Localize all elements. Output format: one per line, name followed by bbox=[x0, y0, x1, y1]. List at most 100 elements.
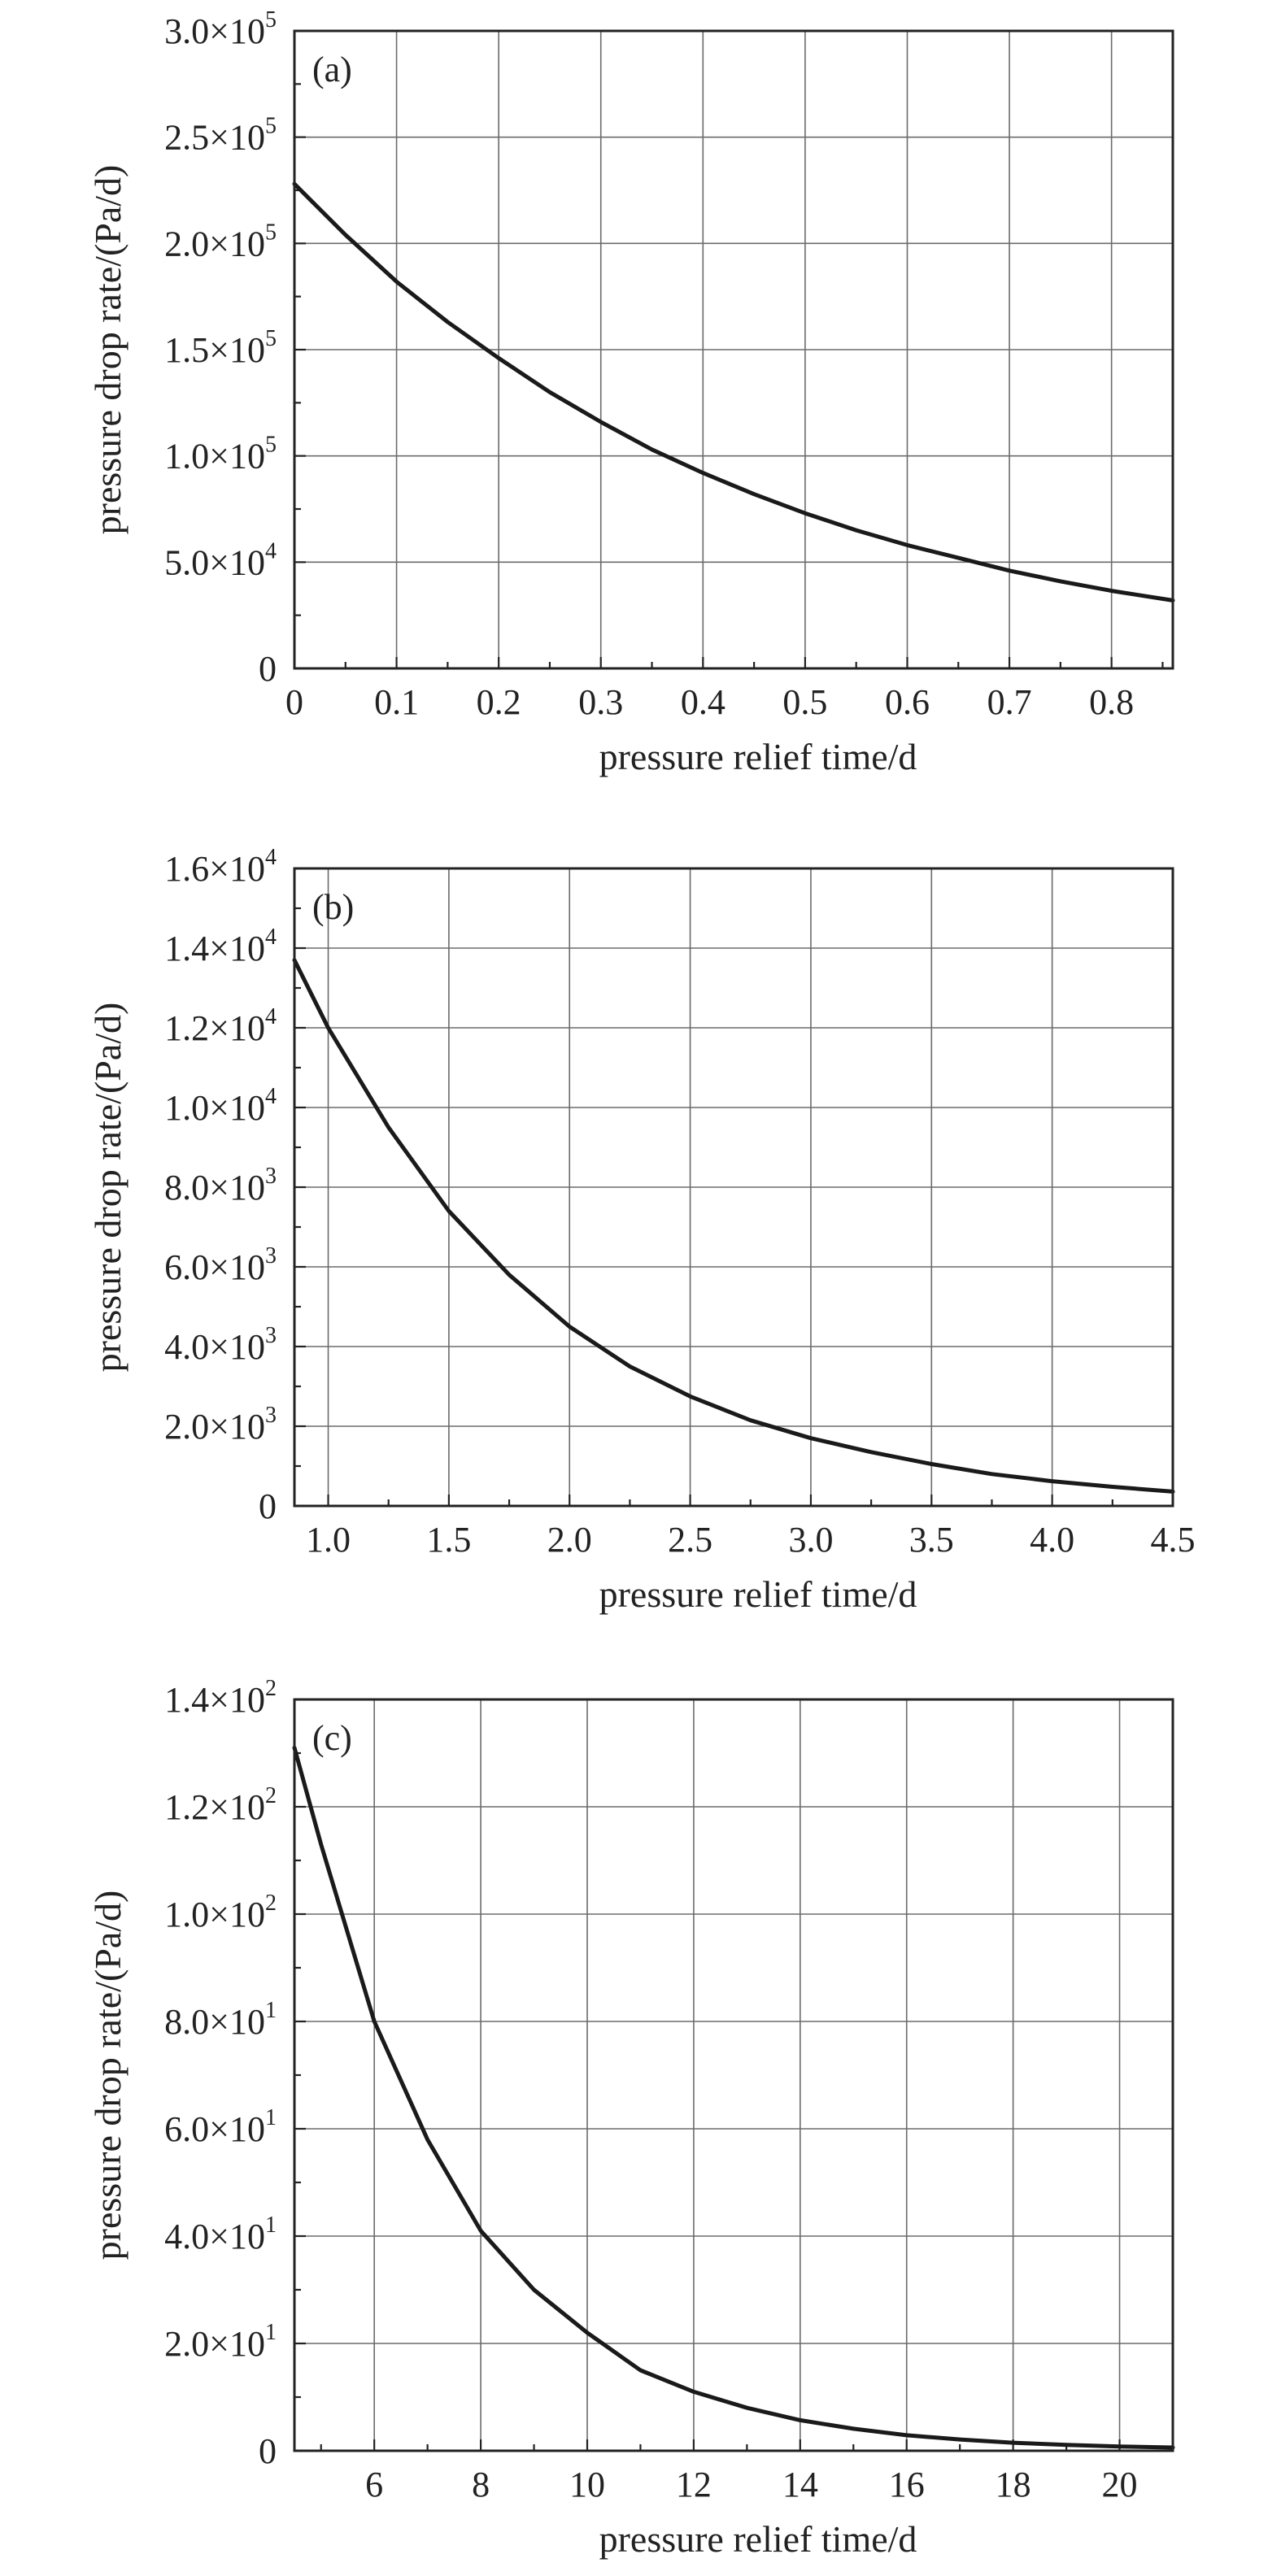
y-tick-mantissa: 1.5×10 bbox=[164, 330, 265, 370]
y-tick-mantissa: 3.0×10 bbox=[164, 11, 265, 51]
y-tick-label: 1.5×105 bbox=[164, 326, 277, 370]
x-tick-label: 4.5 bbox=[1151, 1520, 1196, 1560]
y-tick-label: 0 bbox=[259, 1486, 277, 1526]
x-tick-label: 0.2 bbox=[477, 682, 521, 722]
y-tick-label: 4.0×103 bbox=[164, 1323, 277, 1367]
y-axis-label: pressure drop rate/(Pa/d) bbox=[87, 1003, 129, 1373]
y-tick-exponent: 1 bbox=[265, 2105, 277, 2130]
y-tick-mantissa: 6.0×10 bbox=[164, 1247, 265, 1287]
plot-frame bbox=[293, 1698, 1174, 2452]
y-tick-mantissa: 0 bbox=[259, 2431, 277, 2471]
y-tick-exponent: 5 bbox=[265, 220, 277, 245]
series-line bbox=[292, 1745, 1175, 2450]
x-tick-label: 10 bbox=[569, 2465, 605, 2504]
series-line bbox=[292, 181, 1175, 603]
y-tick-mantissa: 4.0×10 bbox=[164, 1327, 265, 1367]
y-tick-label: 0 bbox=[259, 649, 277, 689]
y-tick-label: 1.2×104 bbox=[164, 1004, 277, 1048]
x-tick-label: 6 bbox=[365, 2465, 383, 2504]
y-tick-mantissa: 1.0×10 bbox=[164, 1895, 265, 1934]
x-tick-label: 3.5 bbox=[909, 1520, 954, 1560]
x-tick-label: 3.0 bbox=[788, 1520, 833, 1560]
x-tick-label: 2.0 bbox=[547, 1520, 592, 1560]
y-tick-label: 1.6×104 bbox=[164, 845, 277, 889]
series-line bbox=[292, 958, 1175, 1494]
x-tick-label: 12 bbox=[676, 2465, 712, 2504]
y-tick-label: 1.0×105 bbox=[164, 433, 277, 476]
y-tick-mantissa: 5.0×10 bbox=[164, 542, 265, 582]
y-tick-exponent: 5 bbox=[265, 326, 277, 351]
y-tick-mantissa: 4.0×10 bbox=[164, 2217, 265, 2256]
y-axis-label: pressure drop rate/(Pa/d) bbox=[87, 1891, 129, 2261]
y-tick-label: 2.0×101 bbox=[164, 2320, 277, 2364]
x-tick-label: 0.6 bbox=[885, 682, 930, 722]
y-tick-exponent: 5 bbox=[265, 433, 277, 458]
y-tick-exponent: 2 bbox=[265, 1676, 277, 1701]
chart-panel-3: 6 8 10 12 14 16 18 2002.0×1014.0×1016.0×1018.0×… bbox=[87, 1676, 1175, 2560]
y-tick-exponent: 1 bbox=[265, 2213, 277, 2238]
y-tick-label: 2.0×103 bbox=[164, 1403, 277, 1447]
y-tick-mantissa: 2.0×10 bbox=[164, 2324, 265, 2364]
y-tick-label: 2.0×105 bbox=[164, 220, 277, 263]
x-tick-label: 0.3 bbox=[578, 682, 623, 722]
panel-label: (a) bbox=[312, 50, 352, 89]
x-tick-label: 8 bbox=[472, 2465, 490, 2504]
panel-label: (c) bbox=[312, 1718, 352, 1758]
y-tick-label: 4.0×101 bbox=[164, 2213, 277, 2256]
x-tick-label: 0.7 bbox=[987, 682, 1032, 722]
y-tick-mantissa: 1.2×10 bbox=[164, 1008, 265, 1048]
x-axis-label: pressure relief time/d bbox=[599, 2518, 917, 2560]
chart-panel-2: 1.0 1.5 2.0 2.5 3.0 3.5 4.0 4.502.0×1034.0×1036… bbox=[87, 845, 1196, 1615]
y-tick-exponent: 1 bbox=[265, 2320, 277, 2345]
y-tick-mantissa: 1.6×10 bbox=[164, 849, 265, 889]
y-tick-exponent: 4 bbox=[265, 538, 277, 564]
y-tick-mantissa: 8.0×10 bbox=[164, 2002, 265, 2042]
x-tick-label: 0 bbox=[285, 682, 303, 722]
y-tick-mantissa: 0 bbox=[259, 649, 277, 689]
y-tick-label: 1.0×104 bbox=[164, 1084, 277, 1128]
y-tick-exponent: 3 bbox=[265, 1164, 277, 1189]
x-tick-label: 4.0 bbox=[1030, 1520, 1074, 1560]
y-tick-label: 5.0×104 bbox=[164, 538, 277, 582]
y-axis-label: pressure drop rate/(Pa/d) bbox=[87, 165, 129, 535]
y-tick-exponent: 4 bbox=[265, 1084, 277, 1109]
y-tick-label: 0 bbox=[259, 2431, 277, 2471]
y-tick-exponent: 5 bbox=[265, 7, 277, 33]
y-tick-exponent: 2 bbox=[265, 1783, 277, 1808]
x-tick-label: 1.0 bbox=[306, 1520, 351, 1560]
y-tick-label: 1.2×102 bbox=[164, 1783, 277, 1827]
x-axis-label: pressure relief time/d bbox=[599, 1573, 917, 1615]
y-tick-label: 6.0×101 bbox=[164, 2105, 277, 2149]
y-tick-label: 8.0×103 bbox=[164, 1164, 277, 1208]
x-tick-label: 0.4 bbox=[681, 682, 725, 722]
y-tick-exponent: 4 bbox=[265, 925, 277, 950]
y-tick-exponent: 5 bbox=[265, 114, 277, 139]
y-tick-mantissa: 1.4×10 bbox=[164, 1680, 265, 1720]
y-tick-label: 2.5×105 bbox=[164, 114, 277, 158]
y-tick-label: 8.0×101 bbox=[164, 1998, 277, 2042]
y-tick-exponent: 4 bbox=[265, 1004, 277, 1029]
x-tick-label: 0.8 bbox=[1089, 682, 1134, 722]
y-tick-mantissa: 1.2×10 bbox=[164, 1787, 265, 1827]
x-tick-label: 14 bbox=[782, 2465, 818, 2504]
x-tick-label: 1.5 bbox=[426, 1520, 471, 1560]
y-tick-label: 1.4×104 bbox=[164, 925, 277, 968]
x-tick-label: 2.5 bbox=[668, 1520, 712, 1560]
x-axis-label: pressure relief time/d bbox=[599, 736, 917, 777]
y-tick-label: 1.0×102 bbox=[164, 1891, 277, 1934]
plot-frame bbox=[293, 29, 1174, 670]
y-tick-mantissa: 2.0×10 bbox=[164, 224, 265, 263]
x-tick-label: 20 bbox=[1102, 2465, 1138, 2504]
x-tick-label: 0.5 bbox=[782, 682, 827, 722]
chart-panel-1: 0 0.1 0.2 0.3 0.4 0.5 0.6 0.7 0.8 0 5.0×104 1.0×105… bbox=[87, 7, 1175, 777]
y-tick-exponent: 2 bbox=[265, 1891, 277, 1916]
y-tick-label: 3.0×105 bbox=[164, 7, 277, 51]
panel-label: (b) bbox=[312, 887, 354, 927]
x-tick-label: 0.1 bbox=[374, 682, 419, 722]
y-tick-mantissa: 0 bbox=[259, 1486, 277, 1526]
y-tick-mantissa: 1.4×10 bbox=[164, 929, 265, 968]
x-tick-label: 18 bbox=[996, 2465, 1031, 2504]
y-tick-label: 6.0×103 bbox=[164, 1243, 277, 1287]
y-tick-mantissa: 8.0×10 bbox=[164, 1168, 265, 1208]
